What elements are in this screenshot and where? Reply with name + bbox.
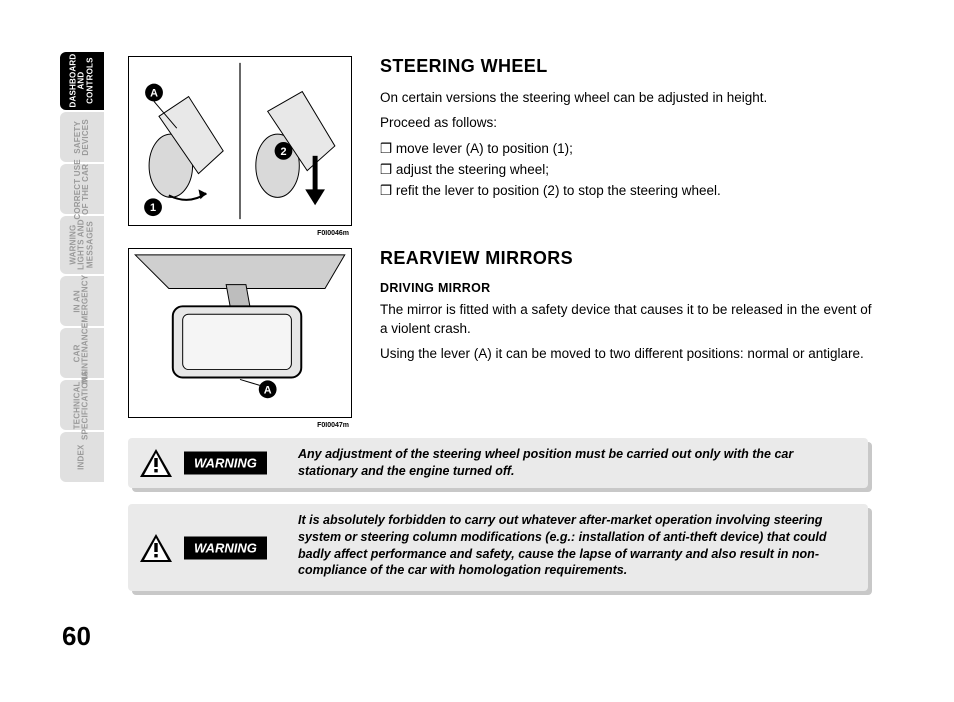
warning-icon: [138, 447, 174, 479]
marker-A: A: [150, 88, 158, 100]
warning-text: It is absolutely forbidden to carry out …: [298, 512, 854, 580]
bullet: move lever (A) to position (1);: [380, 139, 874, 160]
marker-A: A: [264, 384, 272, 396]
warning-box-2: WARNING It is absolutely forbidden to ca…: [128, 504, 868, 592]
mirrors-text: REARVIEW MIRRORS DRIVING MIRROR The mirr…: [380, 248, 874, 418]
tab-label: CORRECT USE OF THE CAR: [74, 159, 91, 219]
warning-text: Any adjustment of the steering wheel pos…: [298, 446, 854, 480]
figure-svg: A: [129, 249, 351, 417]
para: Using the lever (A) it can be moved to t…: [380, 345, 874, 364]
figure-svg: A 1 2: [129, 57, 351, 225]
heading-mirrors: REARVIEW MIRRORS: [380, 248, 874, 269]
tab-label: IN AN EMERGENCY: [74, 274, 91, 327]
page-number: 60: [62, 621, 91, 652]
tab-label: DASHBOARD AND CONTROLS: [69, 54, 94, 108]
tab-label: WARNING LIGHTS AND MESSAGES: [69, 220, 94, 271]
tab-correct-use[interactable]: CORRECT USE OF THE CAR: [60, 164, 104, 214]
warning-icon: [138, 532, 174, 564]
warning-box-1: WARNING Any adjustment of the steering w…: [128, 438, 868, 488]
row-mirrors: A F0I0047m REARVIEW MIRRORS DRIVING MIRR…: [128, 248, 874, 418]
steering-text: STEERING WHEEL On certain versions the s…: [380, 56, 874, 226]
subheading-driving-mirror: DRIVING MIRROR: [380, 281, 874, 295]
tab-warning-lights[interactable]: WARNING LIGHTS AND MESSAGES: [60, 216, 104, 274]
page-content: A 1 2 F0I0046m STEERING WHEEL: [128, 56, 874, 601]
figure-code: F0I0047m: [317, 422, 349, 429]
tab-safety[interactable]: SAFETY DEVICES: [60, 112, 104, 162]
section-tabs: DASHBOARD AND CONTROLS SAFETY DEVICES CO…: [60, 52, 104, 482]
tab-label: TECHNICAL SPECIFICATIONS: [74, 370, 91, 439]
tab-label: INDEX: [78, 444, 86, 469]
tab-tech-specs[interactable]: TECHNICAL SPECIFICATIONS: [60, 380, 104, 430]
marker-2: 2: [280, 146, 286, 158]
tab-emergency[interactable]: IN AN EMERGENCY: [60, 276, 104, 326]
para: The mirror is fitted with a safety devic…: [380, 301, 874, 339]
row-steering: A 1 2 F0I0046m STEERING WHEEL: [128, 56, 874, 226]
tab-dashboard[interactable]: DASHBOARD AND CONTROLS: [60, 52, 104, 110]
manual-page: DASHBOARD AND CONTROLS SAFETY DEVICES CO…: [0, 0, 954, 702]
tab-label: SAFETY DEVICES: [74, 119, 91, 156]
warning-label: WARNING: [184, 536, 267, 559]
marker-1: 1: [150, 202, 156, 214]
para: Proceed as follows:: [380, 114, 874, 133]
warning-label: WARNING: [184, 451, 267, 474]
bullet: adjust the steering wheel;: [380, 160, 874, 181]
figure-steering-lever: A 1 2 F0I0046m: [128, 56, 352, 226]
heading-steering: STEERING WHEEL: [380, 56, 874, 77]
figure-code: F0I0046m: [317, 230, 349, 237]
figure-rearview-mirror: A F0I0047m: [128, 248, 352, 418]
bullet: refit the lever to position (2) to stop …: [380, 181, 874, 202]
para: On certain versions the steering wheel c…: [380, 89, 874, 108]
